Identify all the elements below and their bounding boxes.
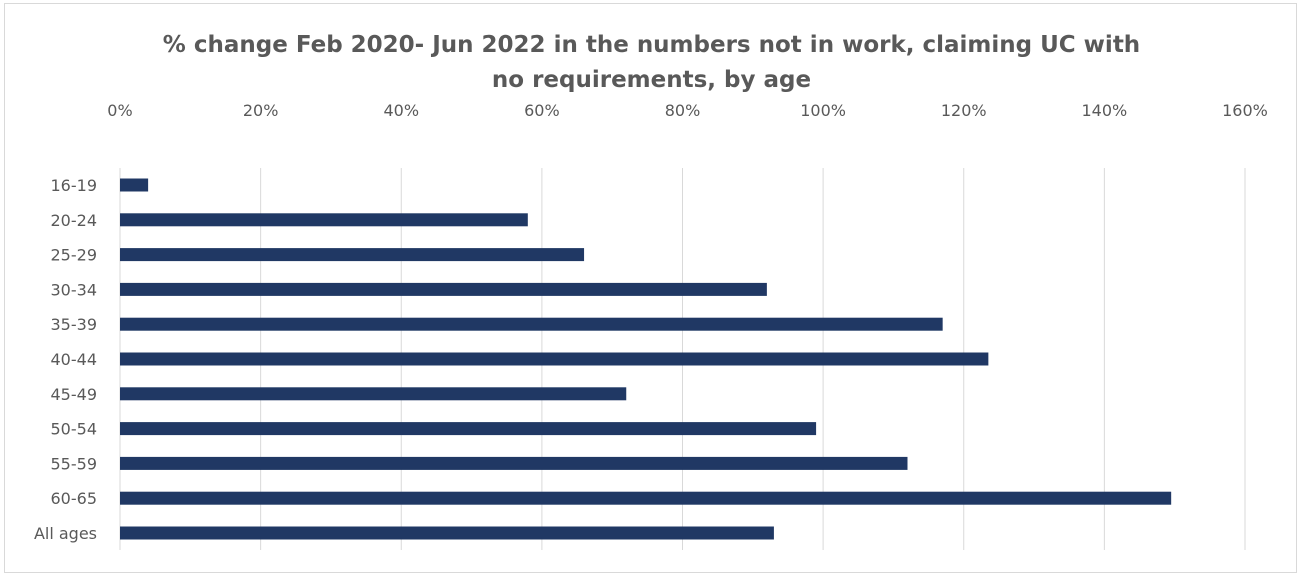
chart-title-line-1: % change Feb 2020- Jun 2022 in the numbe… — [162, 32, 1141, 58]
bar — [120, 282, 767, 296]
bar — [120, 422, 817, 436]
x-tick-label: 60% — [524, 101, 560, 120]
x-tick-label: 80% — [665, 101, 701, 120]
bar — [120, 213, 528, 227]
y-category-label: 45-49 — [51, 385, 98, 404]
x-tick-label: 20% — [243, 101, 279, 120]
chart-title: % change Feb 2020- Jun 2022 in the numbe… — [0, 28, 1303, 98]
x-tick-label: 100% — [800, 101, 846, 120]
y-category-label: 16-19 — [51, 176, 98, 195]
bar — [120, 178, 149, 192]
bar — [120, 526, 774, 540]
x-tick-label: 40% — [383, 101, 419, 120]
bar — [120, 352, 989, 366]
bar — [120, 317, 943, 331]
y-category-label: 60-65 — [51, 489, 98, 508]
x-tick-label: 140% — [1082, 101, 1128, 120]
y-category-label: 35-39 — [51, 315, 98, 334]
bar — [120, 248, 585, 262]
y-category-label: 30-34 — [51, 280, 98, 299]
y-category-label: 55-59 — [51, 454, 98, 473]
x-tick-label: 0% — [107, 101, 132, 120]
bars — [120, 178, 1172, 540]
y-category-label: All ages — [34, 524, 97, 543]
y-category-label: 50-54 — [51, 420, 98, 439]
x-axis-tick-labels: 0% 20% 40% 60% 80% 100% 120% 140% 160% — [107, 101, 1268, 120]
x-tick-label: 120% — [941, 101, 987, 120]
bar — [120, 456, 908, 470]
y-category-label: 40-44 — [51, 350, 98, 369]
chart-title-line-2: no requirements, by age — [491, 67, 812, 93]
bar — [120, 387, 627, 401]
y-category-label: 25-29 — [51, 246, 98, 265]
bar — [120, 491, 1172, 505]
y-axis-category-labels: 16-19 20-24 25-29 30-34 35-39 40-44 45-49 50-54… — [34, 176, 97, 543]
x-tick-label: 160% — [1222, 101, 1268, 120]
y-category-label: 20-24 — [51, 211, 98, 230]
